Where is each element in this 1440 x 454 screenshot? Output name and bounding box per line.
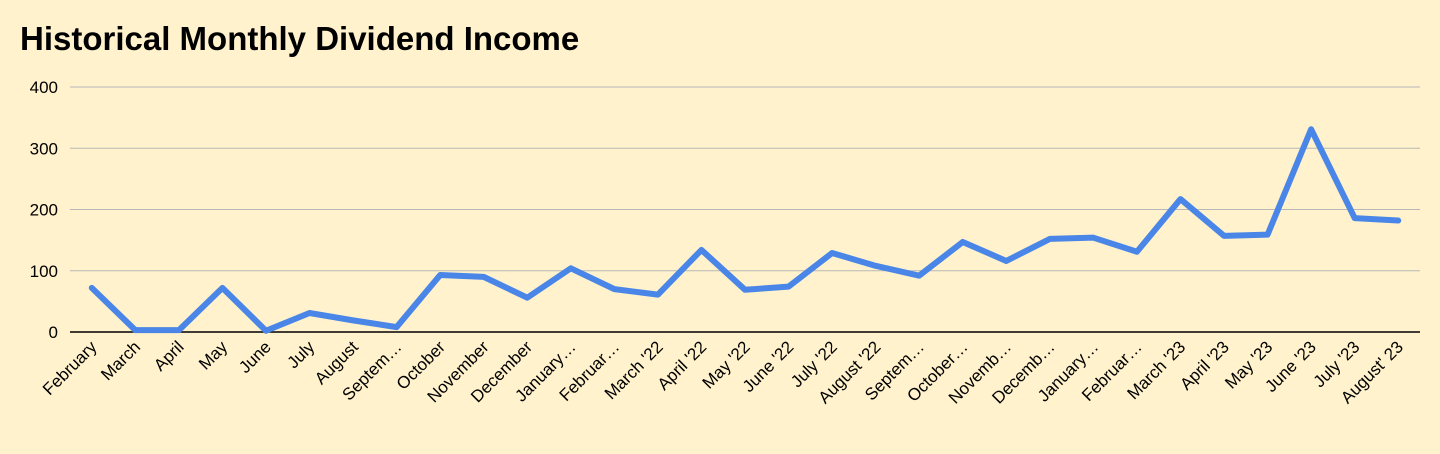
x-tick-label: April '22 xyxy=(654,337,710,393)
x-tick-label: April '23 xyxy=(1176,337,1232,393)
x-tick-label: June xyxy=(235,337,275,377)
x-tick-label: March xyxy=(97,337,144,384)
y-tick-label: 200 xyxy=(30,201,58,220)
y-tick-label: 300 xyxy=(30,139,58,158)
y-tick-label: 100 xyxy=(30,262,58,281)
x-tick-label: May xyxy=(195,337,231,373)
x-tick-label: April xyxy=(150,337,187,374)
y-tick-label: 0 xyxy=(49,323,58,342)
x-tick-label: July xyxy=(284,337,319,372)
chart-title: Historical Monthly Dividend Income xyxy=(20,20,579,57)
x-tick-label: February xyxy=(39,337,101,399)
data-line xyxy=(88,126,1402,334)
y-tick-label: 400 xyxy=(30,78,58,97)
